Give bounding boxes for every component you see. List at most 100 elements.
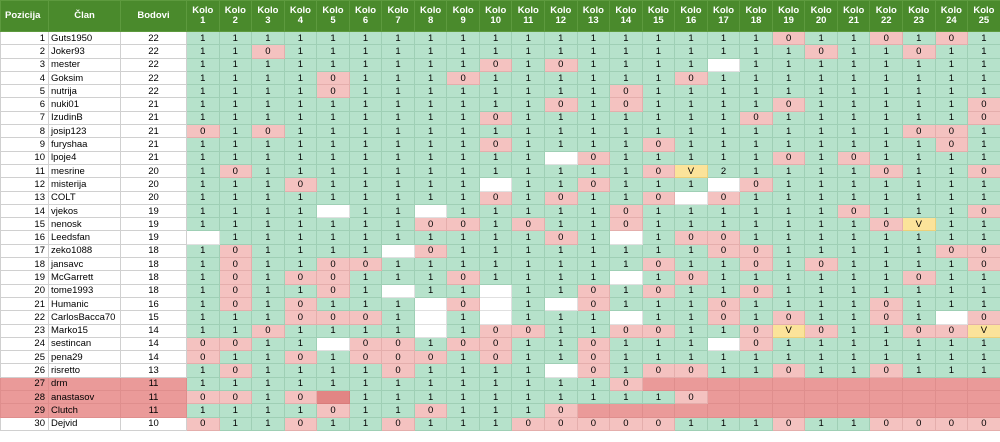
member-name[interactable]: furyshaa bbox=[48, 137, 121, 152]
round-result-cell: 1 bbox=[348, 110, 383, 126]
member-name[interactable]: nuki01 bbox=[48, 97, 121, 112]
header-round-5[interactable]: Kolo 5 bbox=[316, 0, 350, 32]
header-position[interactable]: Pozicija bbox=[0, 0, 49, 32]
header-member[interactable]: Član bbox=[48, 0, 121, 32]
round-result-cell: 0 bbox=[967, 416, 1000, 431]
member-name[interactable]: COLT bbox=[48, 190, 121, 205]
member-name[interactable]: lpoje4 bbox=[48, 150, 121, 165]
round-result-cell: 1 bbox=[771, 163, 806, 179]
round-result-cell: 1 bbox=[413, 390, 448, 405]
member-name[interactable]: tome1993 bbox=[48, 283, 121, 298]
member-name[interactable]: mester bbox=[48, 57, 121, 72]
round-number: 17 bbox=[718, 15, 729, 26]
round-result-cell: 0 bbox=[869, 296, 904, 312]
header-round-21[interactable]: Kolo 21 bbox=[836, 0, 871, 32]
header-round-1[interactable]: Kolo 1 bbox=[186, 0, 220, 32]
round-result-cell: 1 bbox=[902, 70, 936, 86]
round-result-cell: 1 bbox=[836, 270, 871, 285]
round-result-cell: 1 bbox=[836, 70, 871, 86]
round-result-cell: 1 bbox=[511, 110, 546, 126]
member-name[interactable]: Clutch bbox=[48, 403, 121, 418]
header-round-2[interactable]: Kolo 2 bbox=[218, 0, 253, 32]
round-result-cell bbox=[413, 323, 448, 338]
round-result-cell: 1 bbox=[836, 217, 871, 232]
round-result-cell: 1 bbox=[674, 243, 708, 259]
member-name[interactable]: pena29 bbox=[48, 350, 121, 365]
round-result-cell: 1 bbox=[804, 416, 838, 431]
header-round-16[interactable]: Kolo 16 bbox=[674, 0, 708, 32]
member-name[interactable]: Marko15 bbox=[48, 323, 121, 338]
member-name[interactable]: IzudinB bbox=[48, 110, 121, 126]
member-name[interactable]: McGarrett bbox=[48, 270, 121, 285]
round-result-cell: 1 bbox=[348, 243, 383, 259]
header-round-17[interactable]: Kolo 17 bbox=[706, 0, 741, 32]
header-round-22[interactable]: Kolo 22 bbox=[869, 0, 904, 32]
round-result-cell: 1 bbox=[836, 30, 871, 46]
header-round-10[interactable]: Kolo 10 bbox=[478, 0, 513, 32]
header-round-9[interactable]: Kolo 9 bbox=[446, 0, 480, 32]
header-round-8[interactable]: Kolo 8 bbox=[413, 0, 448, 32]
member-name[interactable]: zeko1088 bbox=[48, 243, 121, 259]
round-result-cell: 0 bbox=[511, 416, 546, 431]
member-name[interactable]: sestincan bbox=[48, 336, 121, 352]
round-result-cell: 0 bbox=[251, 44, 285, 59]
round-result-cell: 0 bbox=[609, 323, 643, 338]
round-result-cell: 1 bbox=[706, 203, 741, 219]
member-name[interactable]: vjekos bbox=[48, 203, 121, 219]
member-name[interactable]: Goksim bbox=[48, 70, 121, 86]
round-result-cell bbox=[902, 390, 936, 405]
member-name[interactable]: Dejvid bbox=[48, 416, 121, 431]
round-label: Kolo bbox=[289, 5, 311, 16]
member-name[interactable]: josip123 bbox=[48, 124, 121, 139]
header-round-7[interactable]: Kolo 7 bbox=[381, 0, 415, 32]
round-result-cell: 1 bbox=[511, 336, 546, 352]
round-result-cell: 0 bbox=[739, 110, 773, 126]
round-result-cell: 1 bbox=[771, 296, 806, 312]
round-result-cell: 1 bbox=[511, 124, 546, 139]
round-result-cell bbox=[674, 190, 708, 205]
header-round-14[interactable]: Kolo 14 bbox=[609, 0, 643, 32]
member-name[interactable]: Joker93 bbox=[48, 44, 121, 59]
round-result-cell: 1 bbox=[609, 70, 643, 86]
round-result-cell: 1 bbox=[381, 270, 415, 285]
member-name[interactable]: Guts1950 bbox=[48, 30, 121, 46]
round-result-cell: 0 bbox=[478, 57, 513, 72]
header-round-11[interactable]: Kolo 11 bbox=[511, 0, 546, 32]
row-position: 7 bbox=[0, 110, 49, 126]
header-round-12[interactable]: Kolo 12 bbox=[544, 0, 578, 32]
round-result-cell: 1 bbox=[478, 97, 513, 112]
round-result-cell bbox=[869, 376, 904, 392]
member-name[interactable]: Humanic bbox=[48, 296, 121, 312]
member-name[interactable]: nutrija bbox=[48, 84, 121, 99]
header-points[interactable]: Bodovi bbox=[120, 0, 187, 32]
round-result-cell: 1 bbox=[836, 230, 871, 245]
round-result-cell: 1 bbox=[316, 30, 350, 46]
member-name[interactable]: nenosk bbox=[48, 217, 121, 232]
header-round-23[interactable]: Kolo 23 bbox=[902, 0, 936, 32]
round-result-cell: 0 bbox=[609, 97, 643, 112]
member-name[interactable]: Leedsfan bbox=[48, 230, 121, 245]
header-round-4[interactable]: Kolo 4 bbox=[283, 0, 318, 32]
header-round-19[interactable]: Kolo 19 bbox=[771, 0, 806, 32]
member-name[interactable]: CarlosBacca70 bbox=[48, 310, 121, 325]
member-name[interactable]: risretto bbox=[48, 363, 121, 378]
header-round-25[interactable]: Kolo 25 bbox=[967, 0, 1000, 32]
member-name[interactable]: misterija bbox=[48, 177, 121, 192]
round-result-cell: 1 bbox=[869, 243, 904, 259]
round-result-cell: 1 bbox=[316, 363, 350, 378]
header-round-6[interactable]: Kolo 6 bbox=[348, 0, 383, 32]
header-round-20[interactable]: Kolo 20 bbox=[804, 0, 838, 32]
header-round-24[interactable]: Kolo 24 bbox=[934, 0, 969, 32]
member-name[interactable]: mesrine bbox=[48, 163, 121, 179]
table-row: 13 COLT 20 1 1 1 1 1 1 1 1 1 0 1 0 1 1 0 0 1 1 1 1 1 1 1 1 bbox=[0, 190, 1000, 205]
member-name[interactable]: drm bbox=[48, 376, 121, 392]
member-name[interactable]: anastasov bbox=[48, 390, 121, 405]
round-result-cell: 0 bbox=[771, 97, 806, 112]
round-result-cell: 1 bbox=[706, 150, 741, 165]
header-round-13[interactable]: Kolo 13 bbox=[576, 0, 611, 32]
round-result-cell: 0 bbox=[576, 416, 611, 431]
header-round-15[interactable]: Kolo 15 bbox=[641, 0, 676, 32]
member-name[interactable]: jansavc bbox=[48, 257, 121, 272]
header-round-3[interactable]: Kolo 3 bbox=[251, 0, 285, 32]
header-round-18[interactable]: Kolo 18 bbox=[739, 0, 773, 32]
